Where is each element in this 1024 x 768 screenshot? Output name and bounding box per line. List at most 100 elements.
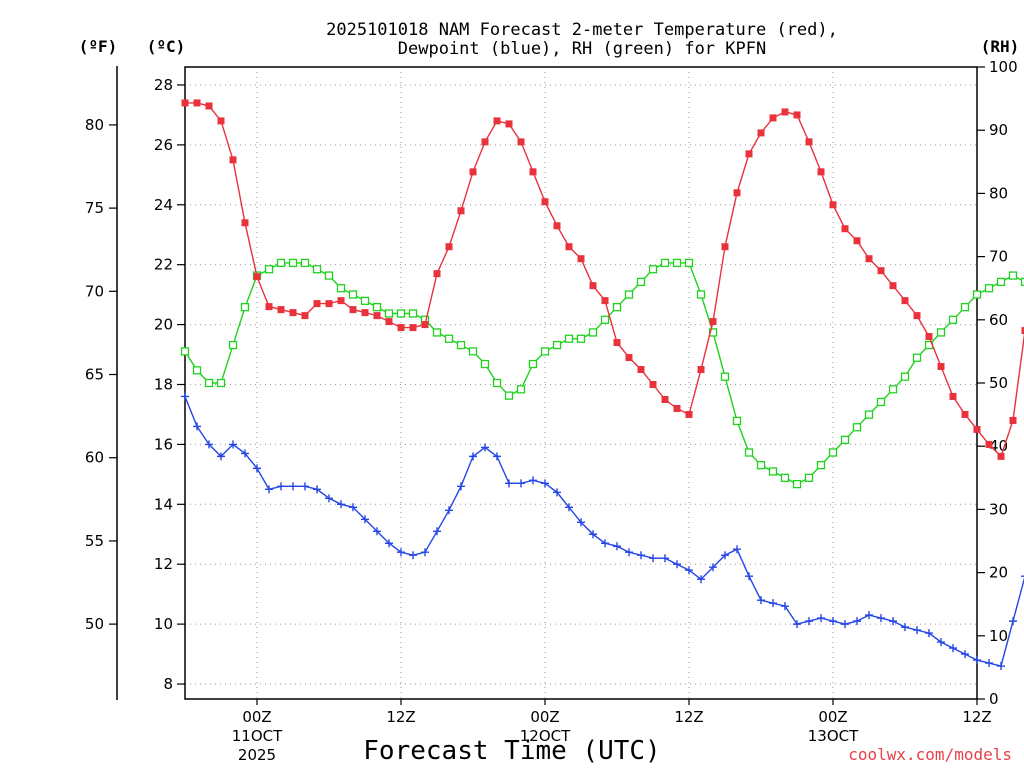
dewpoint-point xyxy=(589,530,597,539)
dewpoint-point xyxy=(661,554,669,563)
fahrenheit-tick-label: 65 xyxy=(85,366,104,384)
dewpoint-point xyxy=(445,506,453,515)
x-tick-label: 00Z xyxy=(530,708,559,726)
temperature-point xyxy=(925,333,933,341)
dewpoint-point xyxy=(745,572,753,581)
rh-point xyxy=(276,258,286,268)
rh-tick-label: 30 xyxy=(989,500,1008,518)
rh-tick-label: 70 xyxy=(989,248,1008,266)
temperature-point xyxy=(661,395,669,403)
rh-point xyxy=(324,271,334,280)
rh-point xyxy=(852,423,862,432)
temperature-point xyxy=(877,267,885,275)
axis-ticks: 8 10 12 14 16 18 20 22 24 26 28 50 55 60 65 70 75 80 0 10 20… xyxy=(85,58,1018,764)
dewpoint-point xyxy=(565,503,573,512)
temperature-point xyxy=(529,168,537,176)
rh-point xyxy=(984,284,994,293)
x-tick-label: 12Z xyxy=(674,708,703,726)
temperature-point xyxy=(637,366,645,374)
rh-point xyxy=(756,461,766,470)
dewpoint-point xyxy=(229,440,237,449)
dewpoint-point xyxy=(361,515,369,524)
rh-point xyxy=(384,309,394,318)
dewpoint-point xyxy=(277,482,285,491)
x-tick-year-label: 2025 xyxy=(238,746,276,764)
temperature-point xyxy=(517,138,525,146)
fahrenheit-tick-label: 75 xyxy=(85,199,104,217)
rh-point xyxy=(396,309,406,318)
temperature-point xyxy=(673,404,681,412)
dewpoint-point xyxy=(433,527,441,536)
dewpoint-point xyxy=(709,563,717,572)
dewpoint-point xyxy=(925,629,933,638)
rh-point xyxy=(936,328,946,337)
temperature-point xyxy=(337,297,345,305)
rh-tick-label: 50 xyxy=(989,374,1008,392)
rh-point xyxy=(780,473,790,482)
dewpoint-point xyxy=(793,620,801,629)
temperature-point xyxy=(313,300,321,308)
celsius-tick-label: 20 xyxy=(154,316,173,334)
rh-point xyxy=(264,265,274,274)
temperature-point xyxy=(853,237,861,245)
temperature-point xyxy=(217,117,225,125)
dewpoint-point xyxy=(721,551,729,560)
temperature-point xyxy=(997,452,1005,460)
temperature-point xyxy=(589,282,597,290)
dewpoint-point xyxy=(1009,617,1017,626)
temperature-point xyxy=(373,312,381,320)
temperature-point xyxy=(505,120,513,128)
rh-tick-label: 10 xyxy=(989,627,1008,645)
rh-point xyxy=(348,290,358,299)
x-tick-label: 00Z xyxy=(242,708,271,726)
rh-point xyxy=(468,347,478,356)
temperature-point xyxy=(961,410,969,418)
dewpoint-point xyxy=(697,575,705,584)
dewpoint-point xyxy=(781,602,789,611)
rh-point xyxy=(744,448,754,457)
dewpoint-point xyxy=(553,488,561,497)
dewpoint-point xyxy=(337,500,345,509)
dewpoint-point xyxy=(193,422,201,431)
dewpoint-point xyxy=(313,485,321,494)
temperature-point xyxy=(745,150,753,158)
dewpoint-point xyxy=(829,617,837,626)
temperature-point xyxy=(409,324,417,332)
rh-point xyxy=(960,303,970,312)
celsius-unit-label: (ºC) xyxy=(147,37,186,56)
temperature-point xyxy=(457,207,465,215)
rh-point xyxy=(624,290,634,299)
dewpoint-point xyxy=(481,443,489,452)
rh-tick-label: 60 xyxy=(989,311,1008,329)
dewpoint-point xyxy=(961,650,969,659)
chart-title-line2: Dewpoint (blue), RH (green) for KPFN xyxy=(398,39,766,59)
dewpoint-point xyxy=(457,482,465,491)
rh-point xyxy=(432,328,442,337)
dewpoint-point xyxy=(385,539,393,548)
rh-point xyxy=(612,303,622,312)
rh-point xyxy=(600,315,610,324)
temperature-point xyxy=(781,108,789,116)
dewpoint-point xyxy=(757,596,765,605)
dewpoint-point xyxy=(997,662,1005,671)
rh-point xyxy=(360,296,370,305)
x-tick-date-label: 13OCT xyxy=(808,727,859,745)
dewpoint-point xyxy=(301,482,309,491)
rh-point xyxy=(504,391,514,400)
x-axis-label: Forecast Time (UTC) xyxy=(363,736,660,766)
rh-point xyxy=(996,277,1006,287)
rh-point xyxy=(636,277,646,287)
rh-point xyxy=(792,479,802,489)
dewpoint-point xyxy=(577,518,585,527)
celsius-tick-label: 24 xyxy=(154,196,173,214)
dewpoint-point xyxy=(265,485,273,494)
temperature-point xyxy=(325,300,333,308)
temperature-point xyxy=(817,168,825,176)
rh-point xyxy=(828,448,838,457)
temperature-point xyxy=(421,321,429,329)
temperature-point xyxy=(685,410,693,418)
temperature-point xyxy=(985,440,993,448)
chart-title: 2025101018 NAM Forecast 2-meter Temperat… xyxy=(326,20,838,40)
dewpoint-point xyxy=(613,542,621,551)
rh-point xyxy=(684,258,694,268)
